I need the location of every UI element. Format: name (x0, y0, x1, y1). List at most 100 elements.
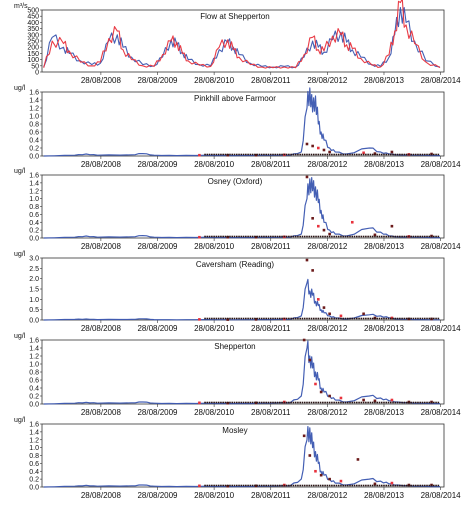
data-point (319, 484, 322, 487)
data-point (390, 398, 394, 402)
data-point (344, 401, 347, 404)
data-point (328, 150, 331, 154)
data-point (215, 401, 218, 404)
x-tick-label: 28/08/2009 (137, 324, 178, 333)
data-point (346, 317, 349, 320)
data-point (319, 153, 322, 156)
x-tick-label: 28/08/2008 (81, 242, 122, 251)
data-point (326, 235, 329, 238)
data-point (204, 317, 206, 320)
data-point (421, 235, 424, 238)
data-point (254, 318, 258, 321)
panel-title: Caversham (Reading) (196, 260, 275, 269)
data-point (303, 153, 306, 156)
y-tick-label: 0.0 (29, 402, 39, 409)
data-point (337, 317, 340, 320)
data-point (254, 484, 258, 488)
data-point (276, 317, 279, 320)
data-point (288, 401, 290, 404)
data-point (401, 235, 403, 238)
data-point (251, 484, 254, 487)
data-point (421, 153, 424, 156)
data-point (283, 317, 286, 320)
data-point (342, 401, 345, 404)
data-point (231, 484, 234, 487)
data-point (213, 484, 215, 487)
data-point (220, 484, 222, 487)
data-point (389, 484, 392, 487)
data-point (238, 317, 240, 320)
data-point (290, 153, 292, 156)
data-point (433, 401, 435, 404)
data-point (229, 235, 231, 238)
data-point (435, 401, 437, 404)
data-point (421, 401, 424, 404)
data-point (235, 235, 238, 238)
data-point (311, 269, 314, 272)
data-point (213, 401, 215, 404)
y-tick-label: 1.4 (29, 346, 39, 353)
x-tick-label: 28/08/2012 (307, 408, 348, 417)
data-point (380, 235, 383, 238)
data-point (208, 484, 211, 487)
data-point (269, 235, 272, 238)
data-point (369, 235, 372, 238)
data-point (265, 401, 268, 404)
data-point (340, 153, 342, 156)
data-point (342, 153, 345, 156)
data-point (356, 484, 358, 487)
x-tick-label: 28/08/2011 (251, 76, 291, 85)
data-point (231, 235, 234, 238)
data-point (211, 401, 213, 404)
data-point (437, 317, 440, 320)
data-point (389, 235, 392, 238)
data-point (224, 235, 227, 238)
data-point (430, 317, 433, 320)
data-point (206, 317, 209, 320)
data-point (401, 401, 403, 404)
data-point (376, 153, 378, 156)
data-point (217, 484, 220, 487)
data-point (326, 317, 329, 320)
data-point (356, 317, 358, 320)
data-point (426, 401, 428, 404)
data-point (326, 153, 329, 156)
data-point (281, 317, 283, 320)
data-point (423, 401, 426, 404)
data-point (371, 153, 374, 156)
data-point (204, 401, 206, 404)
data-point (222, 317, 224, 320)
data-point (294, 401, 297, 404)
data-point (380, 401, 383, 404)
data-point (310, 401, 313, 404)
data-point (353, 235, 356, 238)
data-point (292, 401, 295, 404)
y-tick-label: 200 (27, 45, 39, 52)
y-tick-label: 0.4 (29, 220, 39, 227)
data-point (204, 153, 206, 156)
data-point (399, 401, 401, 404)
data-point (283, 401, 286, 404)
data-point (283, 484, 286, 487)
data-point (249, 484, 252, 487)
data-point (283, 235, 286, 238)
data-point (258, 153, 261, 156)
data-point (263, 153, 265, 156)
data-point (256, 317, 258, 320)
y-tick-label: 1.4 (29, 98, 39, 105)
x-tick-label: 28/08/2013 (364, 242, 405, 251)
series-line-1 (43, 6, 441, 69)
data-point (349, 401, 351, 404)
data-point (233, 484, 236, 487)
data-point (274, 484, 277, 487)
y-tick-label: 1.4 (29, 429, 39, 436)
data-point (369, 317, 372, 320)
data-point (208, 317, 211, 320)
data-point (279, 317, 281, 320)
data-point (362, 401, 365, 404)
data-point (302, 338, 306, 342)
data-point (428, 401, 431, 404)
data-point (362, 398, 365, 402)
data-point (238, 484, 240, 487)
data-point (285, 484, 288, 487)
